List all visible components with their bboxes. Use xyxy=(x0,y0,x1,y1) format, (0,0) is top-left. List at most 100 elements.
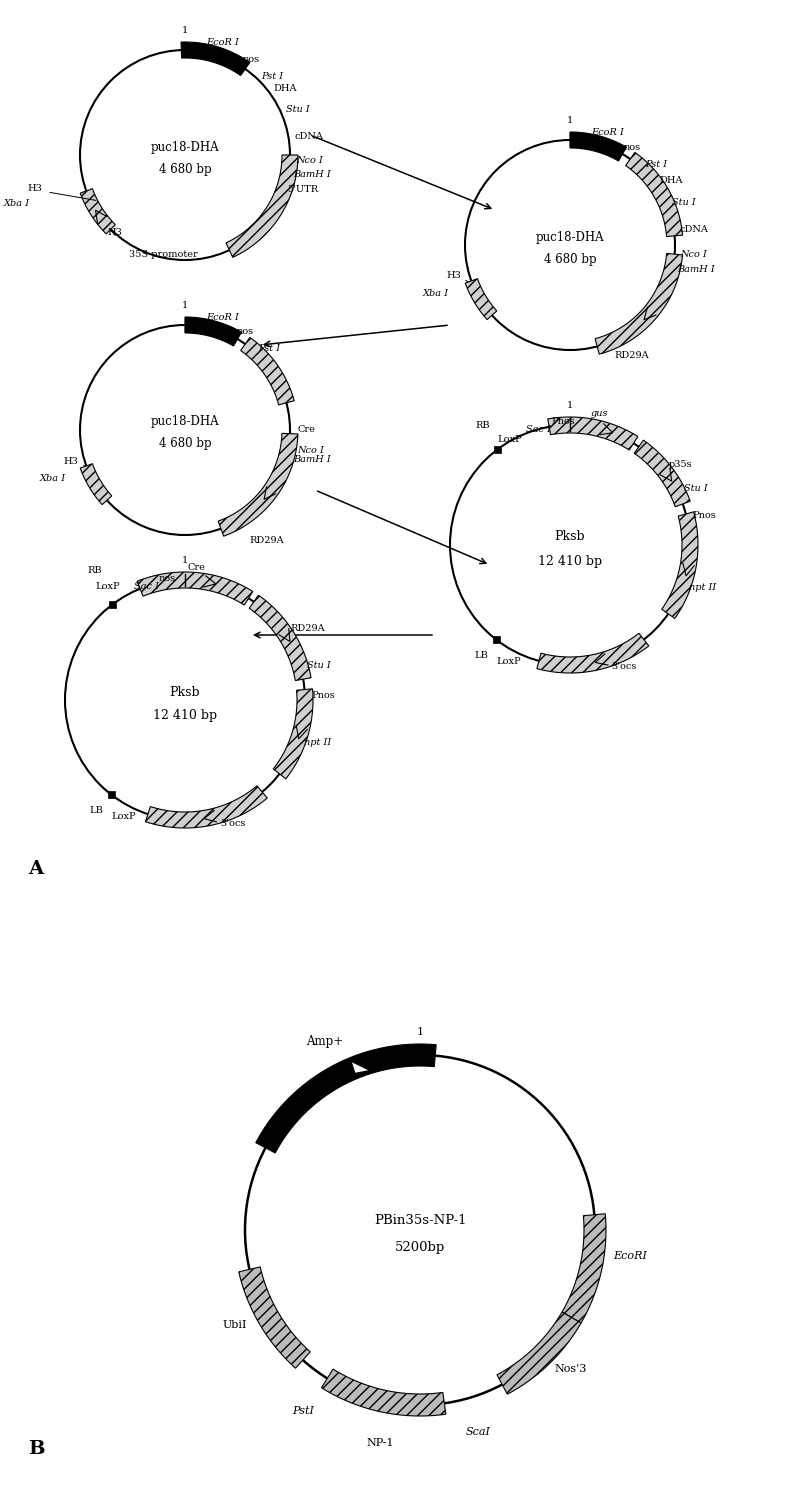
Text: PstI: PstI xyxy=(293,1406,314,1417)
Text: Stu I: Stu I xyxy=(673,199,696,208)
Polygon shape xyxy=(238,1268,310,1368)
Polygon shape xyxy=(181,42,250,76)
Text: LoxP: LoxP xyxy=(496,657,521,666)
Text: 12 410 bp: 12 410 bp xyxy=(538,554,602,567)
Polygon shape xyxy=(662,512,698,618)
Text: npt II: npt II xyxy=(689,582,716,591)
Text: H3: H3 xyxy=(107,228,122,237)
Text: 5200bp: 5200bp xyxy=(395,1242,445,1254)
Text: Pst I: Pst I xyxy=(646,160,667,169)
Text: 1: 1 xyxy=(417,1027,423,1038)
Text: 1: 1 xyxy=(182,302,188,311)
Text: A: A xyxy=(28,860,43,878)
Text: EcoRI: EcoRI xyxy=(613,1251,647,1262)
Text: RD29A: RD29A xyxy=(290,624,325,633)
Polygon shape xyxy=(80,188,115,234)
Polygon shape xyxy=(146,785,267,829)
Polygon shape xyxy=(634,440,690,506)
Polygon shape xyxy=(548,417,638,449)
Text: RD29A: RD29A xyxy=(614,351,650,360)
Text: EcoR I: EcoR I xyxy=(591,128,624,137)
Text: DHA: DHA xyxy=(659,176,682,185)
Text: nos: nos xyxy=(237,327,254,336)
Text: PBin35s-NP-1: PBin35s-NP-1 xyxy=(374,1214,466,1227)
Text: RB: RB xyxy=(475,421,490,430)
Polygon shape xyxy=(595,254,682,354)
Text: Pnos: Pnos xyxy=(311,691,334,700)
Text: ScaI: ScaI xyxy=(466,1427,490,1438)
Polygon shape xyxy=(137,572,253,605)
Text: H3: H3 xyxy=(446,270,461,279)
Text: LoxP: LoxP xyxy=(95,582,120,591)
Text: Nco I: Nco I xyxy=(297,445,324,454)
Text: Sac I: Sac I xyxy=(134,582,159,591)
Text: cDNA: cDNA xyxy=(680,225,709,234)
Polygon shape xyxy=(256,1044,436,1153)
Polygon shape xyxy=(497,1312,581,1394)
Text: Sac I: Sac I xyxy=(526,424,551,433)
Polygon shape xyxy=(185,317,242,346)
Polygon shape xyxy=(241,337,294,405)
Text: DHA: DHA xyxy=(273,84,297,93)
Text: Nos'3: Nos'3 xyxy=(554,1365,587,1374)
Polygon shape xyxy=(250,596,311,681)
Text: Cre: Cre xyxy=(188,563,206,572)
Text: npt II: npt II xyxy=(303,738,331,746)
Polygon shape xyxy=(226,155,298,257)
Text: H3: H3 xyxy=(63,457,78,466)
Text: Pst I: Pst I xyxy=(262,72,284,81)
Text: Xba I: Xba I xyxy=(422,290,449,299)
Bar xyxy=(108,791,114,799)
Text: puc18-DHA: puc18-DHA xyxy=(536,230,604,243)
Text: Amp+: Amp+ xyxy=(306,1036,343,1048)
Text: Stu I: Stu I xyxy=(685,484,708,493)
Text: 4 680 bp: 4 680 bp xyxy=(158,437,211,451)
Polygon shape xyxy=(80,464,112,505)
Text: LB: LB xyxy=(474,651,488,660)
Text: Pnos: Pnos xyxy=(551,418,575,427)
Bar xyxy=(494,446,502,452)
Polygon shape xyxy=(537,633,649,673)
Text: LB: LB xyxy=(89,806,103,815)
Text: nos: nos xyxy=(159,573,176,582)
Polygon shape xyxy=(626,152,682,236)
Polygon shape xyxy=(274,688,313,779)
Text: UbiI: UbiI xyxy=(223,1320,247,1330)
Polygon shape xyxy=(352,1063,368,1073)
Polygon shape xyxy=(218,433,298,536)
Polygon shape xyxy=(570,131,626,161)
Text: Cre: Cre xyxy=(298,426,316,434)
Text: gus: gus xyxy=(590,409,608,418)
Text: NP-1: NP-1 xyxy=(366,1438,394,1448)
Text: puc18-DHA: puc18-DHA xyxy=(150,415,219,428)
Text: 4 680 bp: 4 680 bp xyxy=(158,163,211,176)
Text: H3: H3 xyxy=(27,184,42,193)
Text: Nco I: Nco I xyxy=(681,249,707,258)
Text: Xba I: Xba I xyxy=(4,199,30,208)
Text: 1: 1 xyxy=(567,402,573,411)
Polygon shape xyxy=(562,1214,606,1323)
Text: nos: nos xyxy=(243,55,260,64)
Text: RB: RB xyxy=(87,566,102,575)
Text: Xba I: Xba I xyxy=(40,473,66,482)
Polygon shape xyxy=(466,279,497,320)
Text: Pksb: Pksb xyxy=(554,530,586,543)
Text: 1: 1 xyxy=(182,25,188,34)
Text: EcoR I: EcoR I xyxy=(206,312,239,321)
Text: Nco I: Nco I xyxy=(296,157,322,166)
Bar xyxy=(493,636,500,643)
Text: BamH I: BamH I xyxy=(294,170,331,179)
Polygon shape xyxy=(322,1369,446,1415)
Text: 3'ocs: 3'ocs xyxy=(220,820,246,829)
Text: 1: 1 xyxy=(182,555,188,564)
Text: BamH I: BamH I xyxy=(677,266,714,275)
Text: Stu I: Stu I xyxy=(286,105,310,113)
Text: 12 410 bp: 12 410 bp xyxy=(153,709,217,723)
Text: Pksb: Pksb xyxy=(170,685,200,699)
Text: 4 680 bp: 4 680 bp xyxy=(544,252,596,266)
Text: 35S promoter: 35S promoter xyxy=(129,251,198,260)
Text: 1: 1 xyxy=(567,116,573,125)
Text: puc18-DHA: puc18-DHA xyxy=(150,140,219,154)
Text: B: B xyxy=(28,1441,45,1459)
Text: 3'ocs: 3'ocs xyxy=(611,663,636,672)
